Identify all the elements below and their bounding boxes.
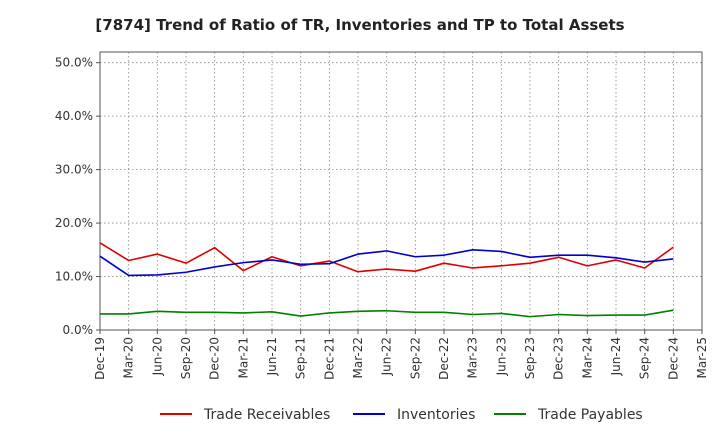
legend: Trade Receivables Inventories Trade Payabl… xyxy=(160,407,643,423)
x-tick-label: Jun-23 xyxy=(494,337,508,376)
x-tick-label: Mar-24 xyxy=(580,337,594,378)
y-tick-label: 20.0% xyxy=(55,216,93,230)
series-line-3 xyxy=(100,309,674,318)
x-tick-label: Sep-21 xyxy=(294,337,308,379)
legend-label: Inventories xyxy=(397,407,475,423)
x-tick-label: Jun-24 xyxy=(609,337,623,376)
x-tick-label: Sep-24 xyxy=(638,337,652,379)
y-tick-label: 0.0% xyxy=(63,323,94,337)
legend-label: Trade Receivables xyxy=(203,407,330,423)
series-line-1 xyxy=(99,242,674,273)
y-axis: 0.0% 10.0% 20.0% 30.0% 40.0% 50.0% xyxy=(55,56,100,337)
x-axis: Dec-19 Mar-20 Jun-20 Sep-20 Dec-20 Mar-21 Jun-… xyxy=(93,330,709,380)
y-tick-label: 50.0% xyxy=(55,56,93,70)
x-tick-label: Jun-21 xyxy=(265,337,279,376)
plot-area xyxy=(99,51,703,331)
x-tick-label: Mar-22 xyxy=(351,337,365,378)
x-tick-label: Dec-20 xyxy=(208,337,222,380)
x-tick-label: Jun-22 xyxy=(380,337,394,376)
x-tick-label: Jun-20 xyxy=(150,337,164,376)
legend-label: Trade Payables xyxy=(537,407,643,423)
chart-title: [7874] Trend of Ratio of TR, Inventories… xyxy=(95,16,624,34)
x-tick-label: Mar-21 xyxy=(236,337,250,378)
series-lines xyxy=(99,242,674,318)
x-tick-label: Mar-23 xyxy=(466,337,480,378)
x-tick-label: Dec-22 xyxy=(437,337,451,380)
x-tick-label: Dec-19 xyxy=(93,337,107,380)
x-tick-label: Mar-20 xyxy=(122,337,136,378)
x-tick-label: Sep-22 xyxy=(408,337,422,379)
y-tick-label: 30.0% xyxy=(55,163,93,177)
series-line-2 xyxy=(99,249,674,277)
y-tick-label: 10.0% xyxy=(55,270,93,284)
x-tick-label: Dec-23 xyxy=(552,337,566,380)
x-tick-label: Sep-20 xyxy=(179,337,193,379)
grid-lines xyxy=(100,52,702,330)
x-tick-label: Dec-24 xyxy=(666,337,680,380)
x-tick-label: Mar-25 xyxy=(695,337,709,378)
x-tick-label: Sep-23 xyxy=(523,337,537,379)
y-tick-label: 40.0% xyxy=(55,109,93,123)
x-tick-label: Dec-21 xyxy=(322,337,336,380)
